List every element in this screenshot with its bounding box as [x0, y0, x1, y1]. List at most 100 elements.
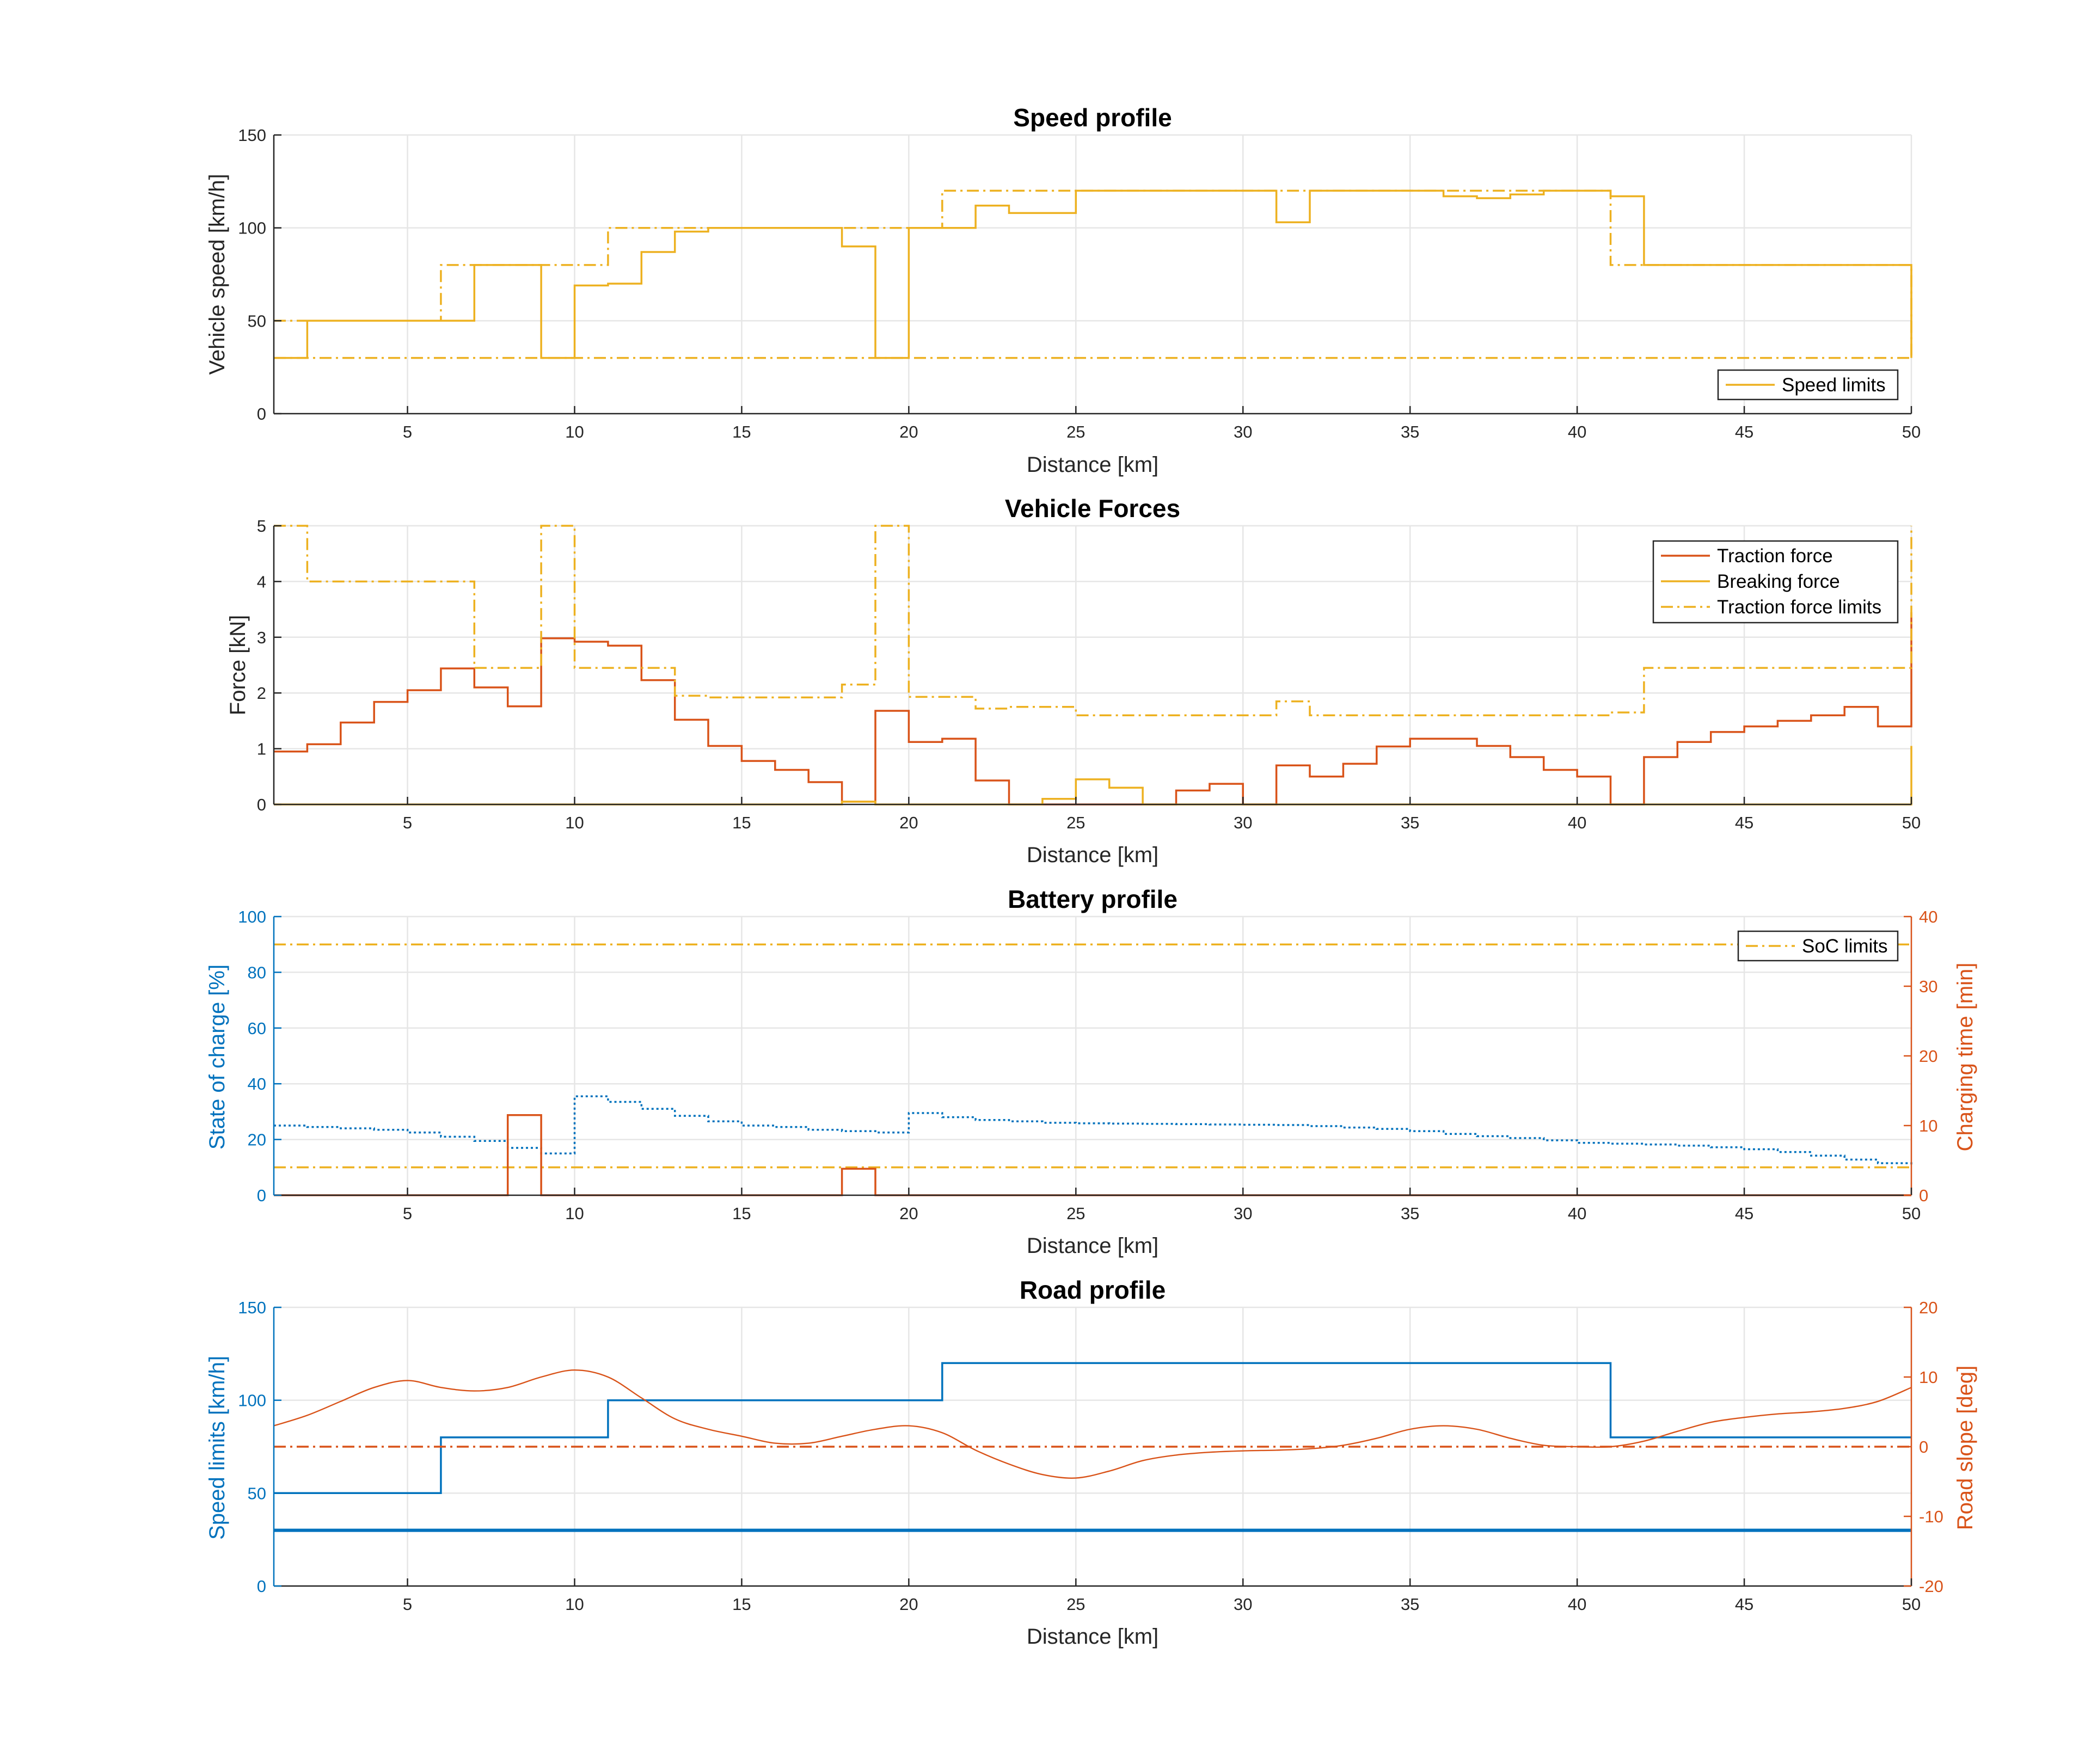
- y-tick-label: 0: [257, 1577, 266, 1596]
- x-tick-label: 15: [732, 422, 751, 441]
- x-tick-label: 25: [1066, 1204, 1085, 1223]
- x-axis-label: Distance [km]: [1027, 1625, 1158, 1649]
- y-tick-label: 40: [248, 1074, 266, 1093]
- y-tick-label: 50: [248, 1484, 266, 1503]
- x-tick-label: 5: [403, 1595, 412, 1614]
- x-tick-label: 45: [1735, 422, 1753, 441]
- road-profile-chart: 5 10 15 20 25 30 35 40 45 50050100150-20-1001020 …: [205, 1276, 1977, 1649]
- x-tick-label: 50: [1902, 1204, 1921, 1223]
- y-axis-label: Force [kN]: [226, 615, 250, 715]
- y-tick-label: 80: [248, 963, 266, 982]
- y-right-tick-label: 30: [1919, 977, 1937, 996]
- speed-profile-chart: 5 10 15 20 25 30 35 40 45 50 0 50 100 150 Speed limits…: [205, 103, 1921, 477]
- x-tick-label: 30: [1234, 1595, 1252, 1614]
- x-tick-label: 35: [1401, 1204, 1419, 1223]
- y-right-tick-label: 0: [1919, 1186, 1928, 1205]
- y-axis-label-left: State of charge [%]: [205, 964, 229, 1150]
- x-tick-label: 15: [732, 1595, 751, 1614]
- legend: Traction force Breaking force Traction for…: [1652, 540, 1899, 624]
- y-tick-label: 150: [238, 126, 266, 145]
- x-tick-label: 30: [1234, 1204, 1252, 1223]
- x-tick-label: 45: [1735, 1595, 1753, 1614]
- x-tick-label: 25: [1066, 422, 1085, 441]
- y-tick-label: 1: [257, 740, 266, 759]
- y-right-tick-label: 10: [1919, 1368, 1937, 1387]
- y-axis-label-right: Road slope [deg]: [1953, 1366, 1977, 1530]
- x-tick-label: 20: [899, 1204, 918, 1223]
- x-tick-label: 15: [732, 813, 751, 832]
- x-tick-label: 30: [1234, 813, 1252, 832]
- y-tick-label: 0: [257, 795, 266, 814]
- x-axis-label: Distance [km]: [1027, 1234, 1158, 1258]
- x-tick-label: 45: [1735, 1204, 1753, 1223]
- x-tick-label: 30: [1234, 422, 1252, 441]
- x-tick-label: 20: [899, 422, 918, 441]
- plot-area: 5 10 15 20 25 30 35 40 45 50 0 50 100 150 Speed limits: [238, 126, 1921, 441]
- x-tick-label: 10: [565, 1204, 584, 1223]
- x-tick-label: 5: [403, 422, 412, 441]
- x-tick-label: 50: [1902, 422, 1921, 441]
- y-right-tick-label: 20: [1919, 1047, 1937, 1066]
- y-tick-label: 60: [248, 1019, 266, 1038]
- y-tick-label: 2: [257, 684, 266, 703]
- chart-title: Vehicle Forces: [1005, 494, 1180, 523]
- y-tick-label: 100: [238, 907, 266, 926]
- y-axis-label-left: Speed limits [km/h]: [205, 1356, 229, 1540]
- series-state-of-charge: [274, 1095, 1912, 1167]
- x-tick-label: 40: [1568, 813, 1586, 832]
- x-tick-label: 20: [899, 1595, 918, 1614]
- y-tick-label: 0: [257, 404, 266, 423]
- series-group: [274, 189, 1912, 359]
- plot-background: [274, 135, 1911, 414]
- plot-area: 5 10 15 20 25 30 35 40 45 50020406080100010203040…: [238, 907, 1937, 1223]
- legend-box: [1737, 930, 1899, 962]
- x-tick-label: 10: [565, 813, 584, 832]
- legend: SoC limits: [1737, 930, 1899, 962]
- x-tick-label: 40: [1568, 1595, 1586, 1614]
- y-right-tick-label: 40: [1919, 907, 1937, 926]
- x-tick-label: 35: [1401, 813, 1419, 832]
- x-tick-label: 40: [1568, 1204, 1586, 1223]
- plot-background: [274, 526, 1911, 804]
- y-tick-label: 0: [257, 1186, 266, 1205]
- legend-entry-label: SoC limits: [1802, 936, 1888, 957]
- x-tick-label: 35: [1401, 1595, 1419, 1614]
- y-right-tick-label: 20: [1919, 1298, 1937, 1317]
- chart-title: Speed profile: [1013, 103, 1172, 132]
- plot-background: [274, 1307, 1911, 1586]
- x-tick-label: 45: [1735, 813, 1753, 832]
- x-tick-label: 5: [403, 1204, 412, 1223]
- y-tick-label: 150: [238, 1298, 266, 1317]
- series-speed-limits-upper: [274, 1362, 1911, 1495]
- x-tick-label: 15: [732, 1204, 751, 1223]
- series-traction-force-limits: [274, 525, 1912, 716]
- x-tick-label: 35: [1401, 422, 1419, 441]
- x-tick-label: 50: [1902, 1595, 1921, 1614]
- y-tick-label: 20: [248, 1130, 266, 1150]
- y-tick-label: 100: [238, 219, 266, 238]
- y-tick-label: 4: [257, 572, 266, 591]
- y-axis-label-right: Charging time [min]: [1953, 963, 1977, 1152]
- legend-entry-label: Speed limits: [1782, 374, 1886, 396]
- plot-area: 5 10 15 20 25 30 35 40 45 50 0 50 100 150 -20 -10 0 10 20: [238, 1298, 1943, 1614]
- x-tick-label: 10: [565, 1595, 584, 1614]
- y-tick-label: 50: [248, 311, 266, 330]
- x-tick-label: 25: [1066, 1595, 1085, 1614]
- x-tick-label: 40: [1568, 422, 1586, 441]
- y-tick-label: 5: [257, 517, 266, 536]
- x-tick-label: 20: [899, 813, 918, 832]
- y-tick-label: 100: [238, 1391, 266, 1410]
- chart-title: Battery profile: [1008, 885, 1178, 913]
- x-tick-label: 50: [1902, 813, 1921, 832]
- x-tick-label: 5: [403, 813, 412, 832]
- y-right-tick-label: -10: [1919, 1507, 1943, 1526]
- y-right-tick-label: 0: [1919, 1437, 1928, 1456]
- x-axis-label: Distance [km]: [1027, 453, 1158, 477]
- legend-entry-label: Breaking force: [1717, 571, 1840, 592]
- series-road-slope: [273, 1369, 1912, 1479]
- plot-background: [274, 917, 1911, 1195]
- x-tick-label: 25: [1066, 813, 1085, 832]
